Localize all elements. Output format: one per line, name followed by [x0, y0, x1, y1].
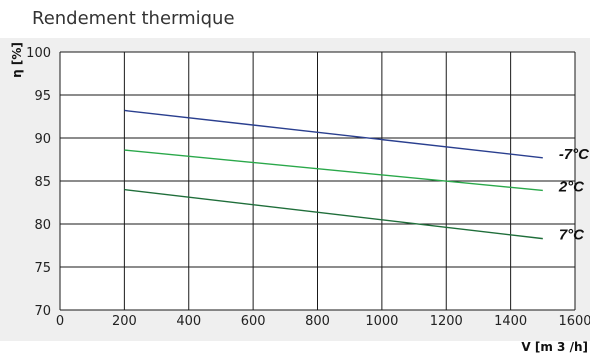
series-line	[124, 149, 543, 192]
x-tick-label: 400	[176, 314, 201, 329]
x-tick-label: 1200	[430, 314, 463, 329]
series-label: 7°C	[559, 227, 585, 244]
y-axis-label: η [%]	[10, 42, 24, 78]
labels-layer: 0 200 400 600 800 1000 1200 1400 1600 70 75 80 85 90 9…	[26, 46, 590, 329]
y-tick-label: 75	[34, 261, 51, 276]
series-line	[124, 188, 543, 240]
series-layer	[124, 109, 543, 240]
x-axis-label: V [m 3 /h]	[521, 340, 588, 354]
x-tick-label: 0	[56, 314, 64, 329]
x-tick-label: 1400	[494, 314, 527, 329]
y-tick-label: 80	[34, 218, 51, 233]
y-tick-label: 70	[34, 304, 51, 319]
y-tick-label: 90	[34, 132, 51, 147]
series-label: 2°C	[558, 178, 585, 195]
series-label: -7°C	[559, 146, 590, 163]
x-tick-label: 800	[305, 314, 330, 329]
x-tick-label: 1000	[365, 314, 398, 329]
series-line	[124, 109, 543, 159]
y-tick-label: 85	[34, 175, 51, 190]
chart-title: Rendement thermique	[32, 8, 235, 29]
y-tick-label: 100	[26, 46, 51, 61]
x-tick-label: 1600	[558, 314, 590, 329]
x-tick-label: 200	[112, 314, 137, 329]
y-tick-label: 95	[34, 89, 51, 104]
x-tick-label: 600	[241, 314, 266, 329]
